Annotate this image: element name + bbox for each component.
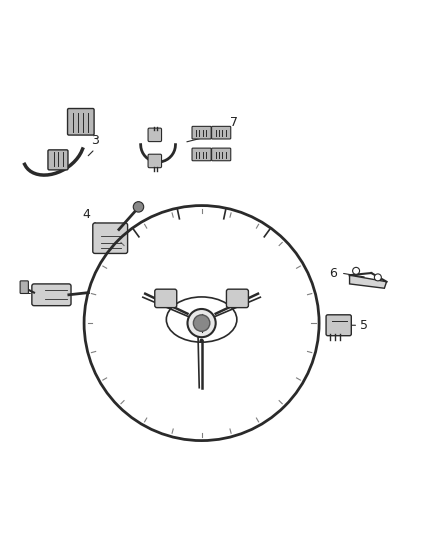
- Circle shape: [353, 268, 360, 274]
- Text: 3: 3: [91, 134, 99, 147]
- FancyBboxPatch shape: [326, 315, 351, 336]
- FancyBboxPatch shape: [48, 150, 68, 170]
- Circle shape: [200, 340, 203, 342]
- FancyBboxPatch shape: [67, 109, 94, 135]
- FancyBboxPatch shape: [155, 289, 177, 308]
- FancyBboxPatch shape: [212, 148, 231, 161]
- Text: 6: 6: [328, 266, 336, 279]
- Text: 7: 7: [230, 116, 238, 130]
- FancyBboxPatch shape: [93, 223, 127, 254]
- FancyBboxPatch shape: [148, 154, 162, 168]
- FancyBboxPatch shape: [32, 284, 71, 305]
- FancyBboxPatch shape: [148, 128, 162, 142]
- Polygon shape: [350, 275, 387, 288]
- Text: 5: 5: [360, 319, 368, 332]
- Text: 4: 4: [83, 208, 91, 221]
- Circle shape: [374, 274, 381, 281]
- FancyBboxPatch shape: [212, 126, 231, 139]
- FancyBboxPatch shape: [192, 126, 211, 139]
- FancyBboxPatch shape: [192, 148, 211, 161]
- FancyBboxPatch shape: [226, 289, 248, 308]
- Text: 1: 1: [24, 284, 32, 297]
- Circle shape: [187, 309, 215, 337]
- FancyBboxPatch shape: [20, 281, 28, 294]
- Circle shape: [133, 201, 144, 212]
- Circle shape: [193, 315, 210, 332]
